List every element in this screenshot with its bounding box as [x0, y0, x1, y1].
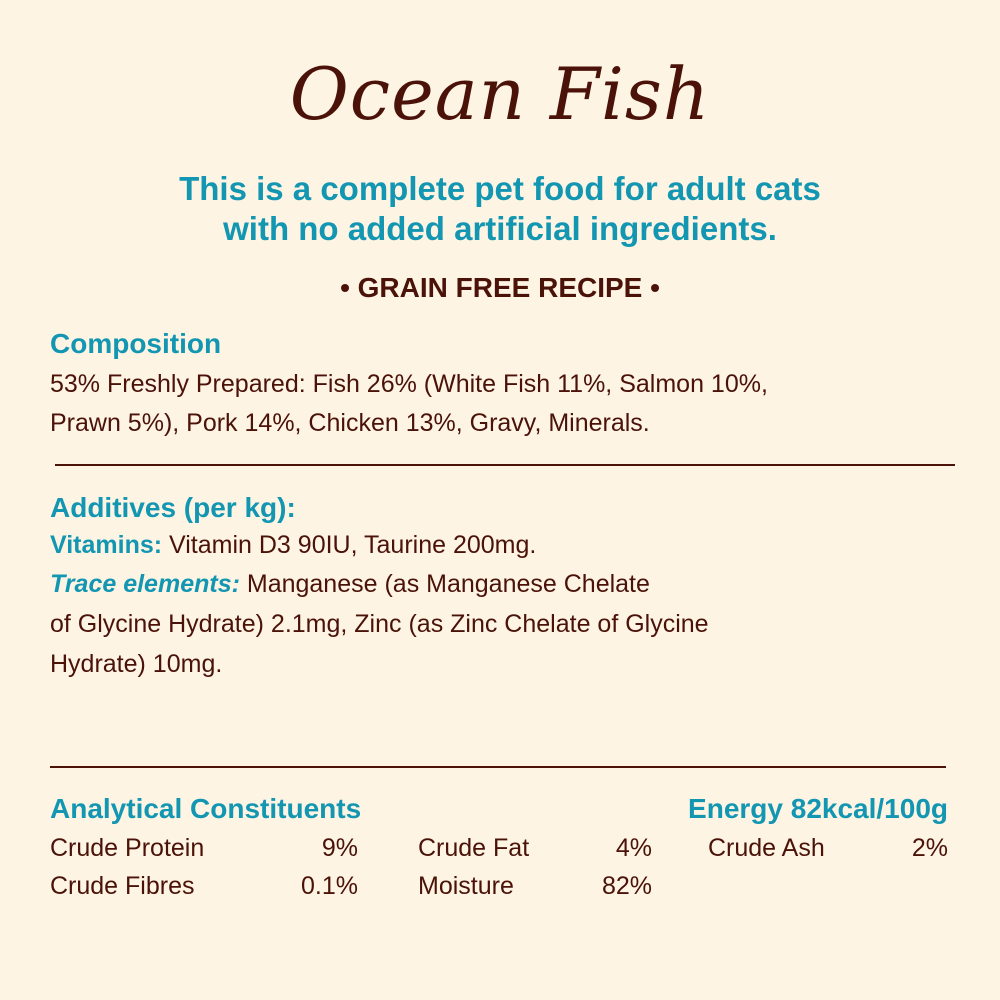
vitamins-text: Vitamin D3 90IU, Taurine 200mg. [162, 531, 537, 559]
composition-line-2: Prawn 5%), Pork 14%, Chicken 13%, Gravy,… [50, 409, 650, 437]
constituent-label: Crude Fibres [50, 872, 195, 900]
energy-value: Energy 82kcal/100g [688, 793, 948, 824]
trace-label: Trace elements: [50, 570, 240, 598]
constituent-value: 2% [911, 834, 948, 862]
constituent-value: 9% [321, 834, 358, 862]
vitamins-line: Vitamins: Vitamin D3 90IU, Taurine 200mg… [50, 531, 536, 560]
trace-line: Trace elements: Manganese (as Manganese … [50, 570, 650, 599]
trace-line-3: Hydrate) 10mg. [50, 650, 223, 678]
constituent-value: 4% [615, 834, 652, 862]
constituent-label: Crude Protein [50, 834, 205, 862]
constituent-label: Moisture [418, 872, 514, 900]
constituent-label: Crude Ash [708, 834, 825, 862]
grain-free-badge: • GRAIN FREE RECIPE • [340, 272, 660, 303]
additives-heading: Additives (per kg): [50, 492, 296, 523]
product-title: Ocean Fish [289, 52, 711, 136]
constituent-value: 82% [601, 872, 652, 900]
divider [50, 766, 946, 768]
subtitle-line-2: with no added artificial ingredients. [223, 210, 777, 247]
trace-line-2: of Glycine Hydrate) 2.1mg, Zinc (as Zinc… [50, 610, 709, 638]
composition-line-1: 53% Freshly Prepared: Fish 26% (White Fi… [50, 370, 768, 398]
composition-heading: Composition [50, 328, 222, 359]
divider [55, 464, 955, 466]
vitamins-label: Vitamins: [50, 531, 163, 559]
trace-text: Manganese (as Manganese Chelate [239, 570, 650, 598]
constituent-value: 0.1% [301, 872, 358, 900]
analytical-heading: Analytical Constituents [50, 793, 362, 824]
subtitle-line-1: This is a complete pet food for adult ca… [179, 170, 821, 207]
constituent-label: Crude Fat [418, 834, 530, 862]
